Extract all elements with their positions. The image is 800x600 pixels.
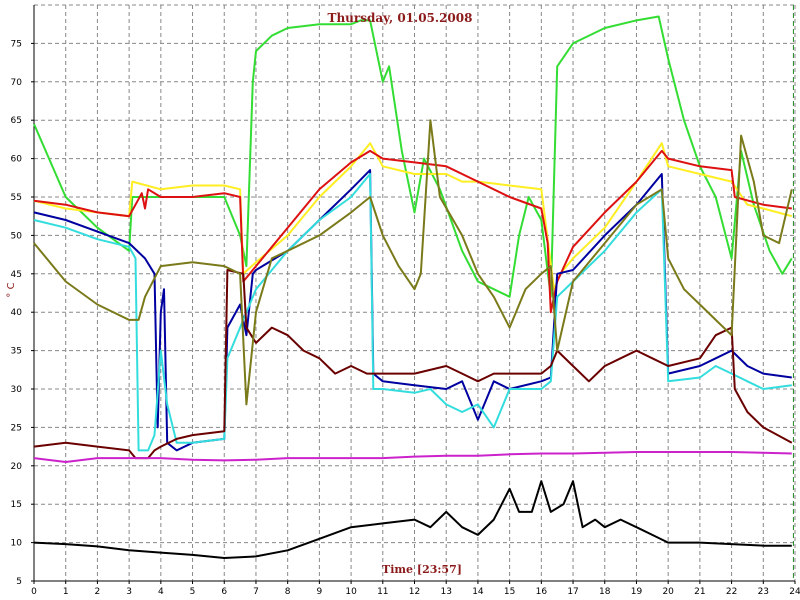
x-tick-label: 13	[440, 587, 451, 597]
y-tick-label: 75	[11, 39, 22, 49]
y-tick-label: 60	[11, 155, 23, 165]
y-tick-label: 5	[16, 577, 22, 587]
x-tick-label: 0	[31, 587, 37, 597]
x-axis-ticks: 0 1 2 3 4 5 6 7 8 9 10 11 12 13 14 15 16 17 18 19 20 21 22 23 24	[31, 581, 800, 597]
x-tick-label: 4	[158, 587, 164, 597]
y-tick-label: 35	[11, 347, 22, 357]
y-tick-label: 40	[11, 308, 23, 318]
y-tick-label: 65	[11, 116, 22, 126]
y-axis-ticks: 5 10 15 20 25 30 35 40 45 50 55 60 65 70 75	[11, 39, 34, 587]
x-tick-label: 10	[345, 587, 357, 597]
x-tick-label: 1	[63, 587, 69, 597]
y-tick-label: 50	[11, 231, 23, 241]
x-tick-label: 3	[126, 587, 132, 597]
x-tick-label: 7	[253, 587, 259, 597]
x-tick-label: 9	[317, 587, 323, 597]
x-tick-label: 17	[567, 587, 578, 597]
x-tick-label: 23	[758, 587, 769, 597]
x-tick-label: 16	[536, 587, 548, 597]
chart-grid	[34, 5, 795, 581]
x-axis-label: Time [23:57]	[382, 563, 462, 576]
y-tick-label: 55	[11, 193, 22, 203]
x-tick-label: 21	[694, 587, 705, 597]
y-tick-label: 30	[11, 385, 23, 395]
x-tick-label: 14	[472, 587, 484, 597]
y-tick-label: 70	[11, 78, 23, 88]
x-tick-label: 8	[285, 587, 291, 597]
x-tick-label: 15	[504, 587, 515, 597]
x-tick-label: 5	[190, 587, 196, 597]
y-tick-label: 10	[11, 539, 23, 549]
x-tick-label: 19	[631, 587, 643, 597]
x-tick-label: 20	[662, 587, 674, 597]
x-tick-label: 18	[599, 587, 611, 597]
x-tick-label: 24	[789, 587, 800, 597]
y-tick-label: 15	[11, 500, 22, 510]
y-tick-label: 45	[11, 270, 22, 280]
x-tick-label: 11	[377, 587, 388, 597]
y-axis-label: ° C	[6, 282, 17, 297]
chart-title: Thursday, 01.05.2008	[328, 11, 473, 25]
x-tick-label: 12	[409, 587, 420, 597]
y-tick-label: 25	[11, 423, 22, 433]
x-tick-label: 22	[726, 587, 737, 597]
x-tick-label: 6	[221, 587, 227, 597]
y-tick-label: 20	[11, 462, 23, 472]
x-tick-label: 2	[95, 587, 101, 597]
